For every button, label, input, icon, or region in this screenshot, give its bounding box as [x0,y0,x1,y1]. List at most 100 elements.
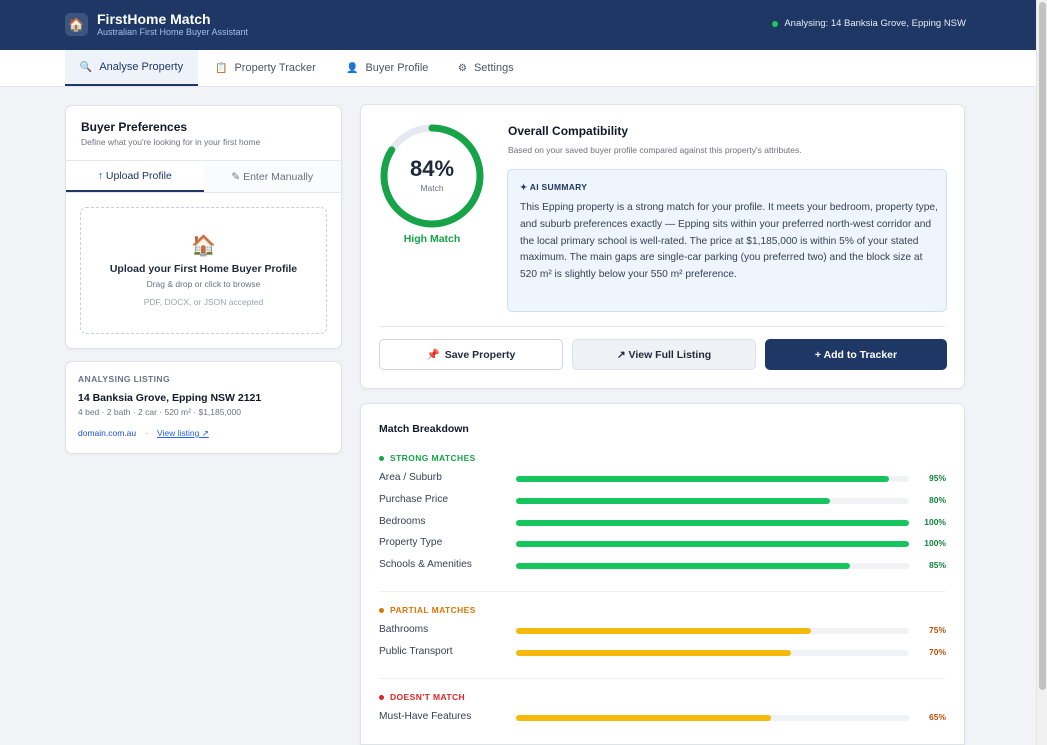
listing-specs: 4 bed · 2 bath · 2 car · 520 m² · $1,185… [78,407,242,417]
section-dot-icon [379,455,384,461]
breakdown-bar-fill [516,497,831,504]
section-divider [379,591,945,592]
compatibility-card: 84% Match High Match Overall Compatibili… [360,104,965,389]
ai-summary-label: ✦ AI SUMMARY [520,182,588,192]
tab-buyer-profile[interactable]: 👤 Buyer Profile [346,50,428,86]
breakdown-bar-track [516,563,909,570]
profile-dropzone[interactable]: 🏠 Upload your First Home Buyer Profile D… [80,207,327,334]
status-dot-icon [772,20,779,27]
breakdown-section-heading: DOESN'T MATCH [379,692,465,702]
breakdown-row-label: Bedrooms [379,515,426,527]
breakdown-bar-track [516,519,909,526]
save-label: Save Property [444,348,516,361]
page-scrollbar[interactable] [1036,0,1047,745]
analysing-text: Analysing: 14 Banksia Grove, Epping NSW [784,18,966,29]
breakdown-row-percent: 65% [928,712,946,722]
breakdown-row-label: Bathrooms [379,624,429,635]
add-to-tracker-button[interactable]: + Add to Tracker [765,339,947,370]
breakdown-section-heading: PARTIAL MATCHES [379,605,476,615]
scrollbar-thumb[interactable] [1039,2,1046,690]
breakdown-bar-fill [516,476,890,482]
section-label: STRONG MATCHES [390,453,476,463]
breakdown-bar-track [516,649,909,656]
divider [379,326,945,327]
breakdown-bar-fill [516,519,909,526]
breakdown-row-percent: 85% [928,560,946,571]
search-icon: 🔍 [79,61,93,73]
breakdown-bar-fill [516,541,909,548]
tab-label: Buyer Profile [365,62,429,74]
breakdown-bar-track [516,628,909,634]
section-dot-icon [379,694,384,700]
analysing-status: Analysing: 14 Banksia Grove, Epping NSW [772,18,966,29]
breakdown-bar-fill [516,649,792,656]
breakdown-row-percent: 100% [924,538,946,549]
compatibility-gauge [380,124,484,228]
breakdown-row-label: Property Type [379,537,443,549]
match-breakdown-title: Match Breakdown [379,423,469,435]
user-icon: 👤 [346,62,359,74]
pin-icon: 📌 [426,349,440,361]
breakdown-row-percent: 75% [928,625,946,635]
gauge-arc [380,124,484,228]
match-percent: 84% [409,156,455,181]
breakdown-row-label: Purchase Price [379,493,449,505]
breakdown-section-heading: STRONG MATCHES [379,453,476,463]
analysing-listing-card: ANALYSING LISTING 14 Banksia Grove, Eppi… [65,361,342,454]
dropzone-formats: PDF, DOCX, or JSON accepted [143,297,264,307]
listing-address: 14 Banksia Grove, Epping NSW 2121 [78,392,262,404]
buyer-preferences-subtitle: Define what you're looking for in your f… [81,137,261,147]
house-icon: 🏠 [191,235,216,257]
breakdown-bar-track [516,476,909,482]
breakdown-bar-fill [516,715,772,721]
match-level: High Match [403,233,461,245]
clipboard-icon: 📋 [215,62,228,74]
ai-summary-text: This Epping property is a strong match f… [520,202,938,281]
breakdown-bar-track [516,715,909,721]
breakdown-row-percent: 100% [924,516,946,527]
app-header: 🏠 FirstHome Match Australian First Home … [0,0,1036,50]
link-separator: · [145,428,148,438]
tab-upload-profile[interactable]: ↑ Upload Profile [66,161,204,192]
match-breakdown-card: Match Breakdown STRONG MATCHES Area / Sub… [360,403,965,745]
house-icon: 🏠 [65,13,88,36]
tab-label: Settings [473,62,514,74]
section-dot-icon [379,607,384,613]
match-label: Match [420,183,444,193]
listing-source: domain.com.au [78,428,137,438]
dropzone-subtitle: Drag & drop or click to browse [146,279,261,289]
gear-icon: ⚙ [458,62,467,74]
section-label: DOESN'T MATCH [390,692,466,702]
dropzone-title: Upload your First Home Buyer Profile [109,263,298,275]
breakdown-bar-fill [516,628,811,634]
section-divider [379,678,945,679]
breakdown-row-label: Public Transport [379,645,453,657]
listing-label: ANALYSING LISTING [78,374,170,384]
app-subtitle: Australian First Home Buyer Assistant [97,27,249,37]
buyer-preferences-card: Buyer Preferences Define what you're loo… [65,105,342,349]
tab-settings[interactable]: ⚙ Settings [458,50,514,86]
breakdown-row-percent: 80% [928,494,946,505]
breakdown-row-label: Must-Have Features [379,711,472,722]
tab-analyse-property[interactable]: 🔍 Analyse Property [65,50,198,86]
input-mode-tabs: ↑ Upload Profile ✎ Enter Manually [66,160,341,193]
buyer-preferences-title: Buyer Preferences [81,120,188,134]
breakdown-bar-fill [516,563,851,570]
main-tabs: 🔍 Analyse Property 📋 Property Tracker 👤 … [0,50,1036,87]
tab-label: Property Tracker [234,62,316,74]
ai-summary-box: ✦ AI SUMMARY This Epping property is a s… [507,169,947,312]
compatibility-title: Overall Compatibility [508,124,629,138]
breakdown-row-percent: 95% [928,473,946,483]
view-full-listing-button[interactable]: ↗ View Full Listing [572,339,756,370]
listing-links: domain.com.au · View listing ↗ [78,428,209,439]
tab-enter-manually[interactable]: ✎ Enter Manually [203,161,341,192]
breakdown-row-label: Area / Suburb [379,472,442,483]
breakdown-row-percent: 70% [928,646,946,657]
save-property-button[interactable]: 📌 Save Property [379,339,563,370]
tab-property-tracker[interactable]: 📋 Property Tracker [215,50,316,86]
section-label: PARTIAL MATCHES [390,605,476,615]
view-listing-link[interactable]: View listing ↗ [156,428,209,438]
breakdown-bar-track [516,497,909,504]
app-title: FirstHome Match [97,11,211,27]
compatibility-subtitle: Based on your saved buyer profile compar… [508,145,802,155]
